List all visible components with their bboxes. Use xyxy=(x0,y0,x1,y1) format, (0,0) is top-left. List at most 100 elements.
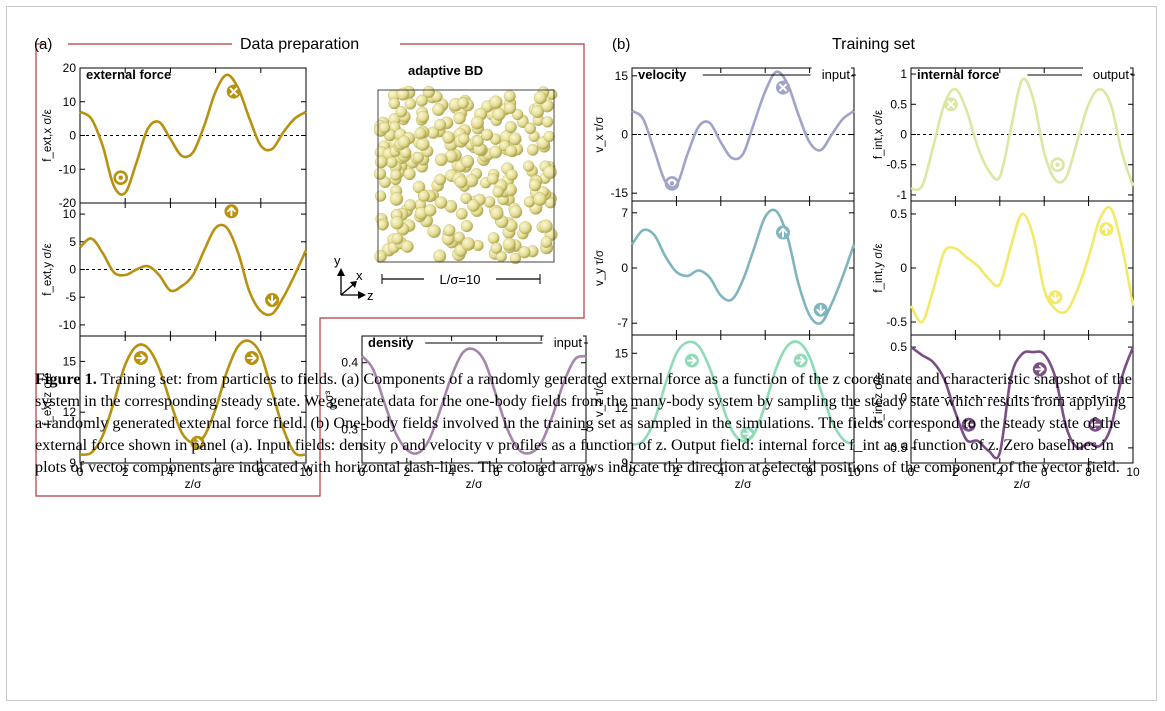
particle xyxy=(490,206,504,221)
y-tick-label: 5 xyxy=(69,235,76,249)
circle-x-icon xyxy=(226,84,241,99)
y-tick-label: 0 xyxy=(69,129,76,143)
panel-a-tag: (a) xyxy=(34,36,52,53)
x-tick-label: 2 xyxy=(403,465,410,479)
panel-b-heading: Training set xyxy=(832,36,916,53)
y-tick-label: 12 xyxy=(63,405,77,419)
chart-fint_y: 0.5 0 -0.5 f_int,y σ/ε xyxy=(873,200,1135,336)
arrow-up-icon xyxy=(1099,222,1114,237)
arrow-right-icon xyxy=(1032,362,1047,377)
x-tick-label: 4 xyxy=(717,465,724,479)
x-tick-label: 8 xyxy=(538,465,545,479)
snapshot-title: adaptive BD xyxy=(408,63,483,78)
particle xyxy=(502,237,516,251)
chart-density: 0.4 0.3 0 2 4 6 8 10 z/σ ρσ³ density input xyxy=(324,333,593,491)
particle xyxy=(457,97,469,109)
particle xyxy=(378,121,391,134)
y-arrow-head xyxy=(337,268,345,276)
arrow-right-icon xyxy=(190,435,205,450)
chart-title: density xyxy=(368,335,414,350)
x-tick-label: 10 xyxy=(299,465,313,479)
y-tick-label: 12 xyxy=(615,401,629,415)
particle xyxy=(543,130,555,143)
caption-text: Training set: from particles to fields. … xyxy=(35,370,1132,476)
particle xyxy=(433,249,447,263)
arrow-right-icon xyxy=(793,353,808,368)
particle xyxy=(467,199,480,212)
y-tick-label: 7 xyxy=(621,206,628,220)
chart-vy: 7 0 -7 v_y τ/σ xyxy=(594,200,856,336)
circle-dot-icon xyxy=(664,176,680,191)
y-axis-title: f_ext,z σ/ε xyxy=(42,373,54,426)
y-tick-label: 9 xyxy=(621,456,628,470)
particle xyxy=(524,122,537,135)
particle xyxy=(416,137,430,151)
y-tick-label: 0.3 xyxy=(341,423,358,437)
particle xyxy=(454,175,468,189)
y-tick-label: 1 xyxy=(900,67,907,81)
particle xyxy=(487,173,499,185)
x-tick-label: 6 xyxy=(1041,465,1048,479)
caption-label: Figure 1. xyxy=(35,370,97,388)
tag-background xyxy=(1083,65,1130,80)
box-length-label: L/σ=10 xyxy=(440,272,481,287)
y-axis-title: f_ext,x σ/ε xyxy=(42,109,54,162)
particle xyxy=(391,232,404,245)
particle xyxy=(390,216,404,230)
particle xyxy=(442,131,455,144)
y-tick-label: -20 xyxy=(59,196,77,210)
x-tick-label: 6 xyxy=(212,465,219,479)
y-tick-label: -15 xyxy=(611,186,629,200)
particle xyxy=(374,250,387,263)
particle xyxy=(455,207,468,220)
x-tick-label: 2 xyxy=(952,465,959,479)
chart-fext_y: 10 5 0 -5 -10 f_ext,y σ/ε xyxy=(42,202,308,337)
x-axis-label: x xyxy=(356,268,363,283)
y-axis-title: v_z τ/σ xyxy=(594,381,606,417)
particle xyxy=(528,178,542,192)
particle xyxy=(489,145,503,159)
particle xyxy=(373,167,387,180)
particle xyxy=(396,87,410,101)
particle xyxy=(489,95,503,109)
arrow-down-icon xyxy=(813,302,828,317)
y-axis-title: f_ext,y σ/ε xyxy=(42,243,54,296)
arrow-up-icon xyxy=(776,225,790,240)
particle xyxy=(461,237,476,251)
particle xyxy=(424,204,437,217)
x-tick-label: 8 xyxy=(806,465,813,479)
particle xyxy=(522,160,535,172)
particle xyxy=(509,252,522,265)
chart-vz: 15 12 90 2 4 6 8 10 z/σ v_z τ/σ xyxy=(594,334,861,491)
y-tick-label: -1 xyxy=(896,188,907,202)
particle xyxy=(487,232,500,244)
particle xyxy=(531,105,544,119)
x-tick-label: 0 xyxy=(77,465,84,479)
chart-fext_x: 20 10 0 -10 -20 f_ext,x σ/ε external force xyxy=(42,61,307,210)
x-tick-label: 2 xyxy=(673,465,680,479)
y-tick-label: 0 xyxy=(900,261,907,275)
circle-dot-icon xyxy=(1050,157,1065,172)
x-axis-title: z/σ xyxy=(1014,477,1031,491)
series-line-density xyxy=(361,347,587,455)
particle xyxy=(375,155,388,169)
particle xyxy=(434,173,447,186)
particle xyxy=(526,144,539,156)
arrow-right-icon xyxy=(134,351,148,365)
y-axis-title: ρσ³ xyxy=(324,391,336,409)
arrow-left-icon xyxy=(1088,417,1103,432)
y-tick-label: 9 xyxy=(69,456,76,470)
box-label-background xyxy=(424,271,496,287)
plot-frame xyxy=(910,200,1134,336)
particle xyxy=(511,108,524,121)
particle xyxy=(418,190,430,202)
series-line-vx xyxy=(631,70,855,189)
particle xyxy=(481,128,494,141)
series-line-fext_y xyxy=(79,223,308,317)
y-tick-label: 15 xyxy=(615,69,629,83)
y-axis-title: f_int,y σ/ε xyxy=(873,243,885,292)
z-arrow-head xyxy=(358,291,366,299)
series-line-fext_x xyxy=(79,73,307,196)
y-tick-label: 15 xyxy=(615,346,629,360)
